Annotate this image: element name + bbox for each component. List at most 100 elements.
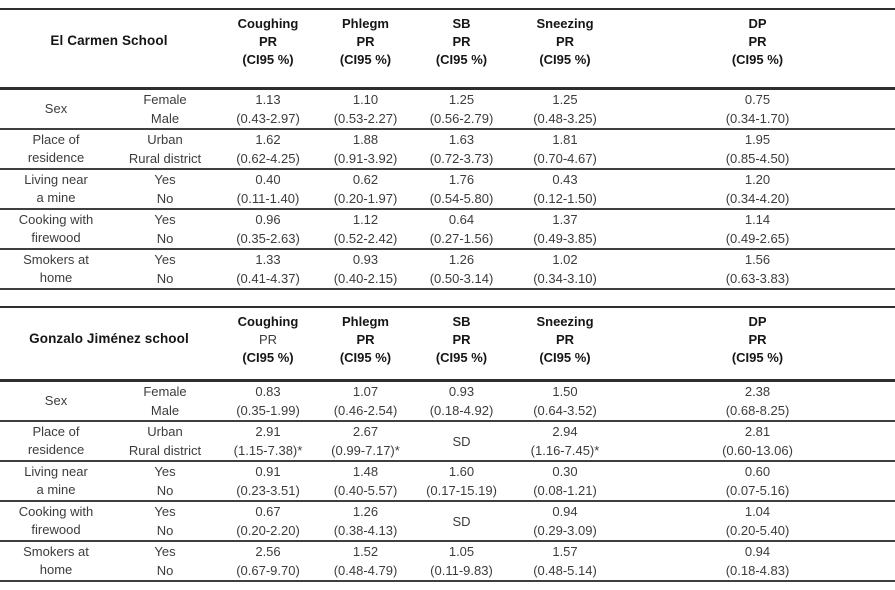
symptom-label: SB — [452, 16, 471, 31]
column-header-sb: SB PR (CI95 %) — [413, 308, 510, 379]
pr-value: 1.56 — [744, 252, 771, 267]
attribute-cell: Smokers at home — [0, 250, 112, 288]
category-line: No — [156, 191, 174, 206]
attribute-line: Living near — [24, 464, 88, 479]
value-cell-sneezing: 0.43 (0.12-1.50) — [510, 170, 620, 208]
ci-value: (0.20-1.97) — [333, 191, 398, 206]
table-row-place-of-residence: Place of residence Urban Rural district 2.91… — [0, 422, 895, 462]
column-header-dp: DP PR (CI95 %) — [620, 308, 895, 379]
pr-value: 0.94 — [552, 504, 578, 519]
symptom-label: Phlegm — [342, 314, 389, 329]
pr-label: PR — [555, 332, 575, 347]
ci-value: (0.41-4.37) — [236, 271, 300, 286]
attribute-line: residence — [27, 442, 85, 457]
category-line: Yes — [154, 252, 176, 267]
value-cell-coughing: 1.62 (0.62-4.25) — [218, 130, 318, 168]
ci-value: (0.46-2.54) — [333, 403, 398, 418]
ci-value: (0.67-9.70) — [236, 563, 300, 578]
value-cell-dp: 1.56 (0.63-3.83) — [620, 250, 895, 288]
attribute-line: home — [39, 562, 73, 577]
category-cell: Yes No — [112, 502, 218, 540]
value-cell-sneezing: 1.37 (0.49-3.85) — [510, 210, 620, 248]
value-cell-dp: 1.20 (0.34-4.20) — [620, 170, 895, 208]
value-cell-sb: 0.93 (0.18-4.92) — [413, 382, 510, 420]
table-row-smokers-at-home: Smokers at home Yes No 2.56 (0.67-9.70) 1.52 (0… — [0, 542, 895, 582]
category-line: Yes — [154, 212, 176, 227]
pr-value: 1.62 — [255, 132, 281, 147]
category-line: Male — [150, 403, 180, 418]
column-header-sb: SB PR (CI95 %) — [413, 10, 510, 87]
pr-value: 1.76 — [448, 172, 475, 187]
category-line: Yes — [154, 464, 176, 479]
category-line: Urban — [147, 132, 183, 147]
ci-label: (CI95 %) — [339, 52, 392, 67]
symptom-label: SB — [452, 314, 471, 329]
value-cell-sb: 1.26 (0.50-3.14) — [413, 250, 510, 288]
value-cell-phlegm: 1.88 (0.91-3.92) — [318, 130, 413, 168]
ci-value: (0.43-2.97) — [236, 111, 300, 126]
ci-value: (0.11-1.40) — [236, 191, 300, 206]
symptom-label: Sneezing — [536, 16, 594, 31]
attribute-line: home — [39, 270, 73, 285]
table-header-row: Gonzalo Jiménez school Coughing PR (CI95 %)… — [0, 308, 895, 382]
value-cell-coughing: 0.67 (0.20-2.20) — [218, 502, 318, 540]
attribute-cell: Place of residence — [0, 130, 112, 168]
pr-value: 2.56 — [255, 544, 281, 559]
category-cell: Female Male — [112, 382, 218, 420]
ci-value: (0.64-3.52) — [533, 403, 597, 418]
value-cell-sb: 1.05 (0.11-9.83) — [413, 542, 510, 580]
category-line: Rural district — [128, 151, 202, 166]
ci-value: (1.15-7.38)* — [233, 443, 303, 458]
pr-value: 1.14 — [744, 212, 771, 227]
pr-value: 0.62 — [352, 172, 379, 187]
pr-label: PR — [356, 34, 375, 49]
ci-value: (0.20-5.40) — [725, 523, 790, 538]
category-cell: Yes No — [112, 250, 218, 288]
value-cell-coughing: 0.83 (0.35-1.99) — [218, 382, 318, 420]
attribute-line: Place of — [32, 424, 80, 439]
value-cell-coughing: 1.13 (0.43-2.97) — [218, 90, 318, 128]
pr-value: 2.67 — [352, 424, 379, 439]
ci-value: (0.52-2.42) — [333, 231, 398, 246]
pr-value: 0.75 — [744, 92, 771, 107]
value-cell-dp: 2.38 (0.68-8.25) — [620, 382, 895, 420]
category-line: Urban — [147, 424, 183, 439]
ci-value: (0.29-3.09) — [533, 523, 597, 538]
ci-label: (CI95 %) — [731, 52, 784, 67]
value-cell-phlegm: 1.52 (0.48-4.79) — [318, 542, 413, 580]
attribute-line: residence — [27, 150, 85, 165]
attribute-cell: Place of residence — [0, 422, 112, 460]
attribute-cell: Sex — [0, 382, 112, 420]
ci-value: (0.62-4.25) — [236, 151, 300, 166]
category-line: Male — [150, 111, 180, 126]
value-cell-phlegm: 0.62 (0.20-1.97) — [318, 170, 413, 208]
pr-value: 0.40 — [255, 172, 281, 187]
attribute-cell: Cooking with firewood — [0, 210, 112, 248]
ci-value: (0.38-4.13) — [333, 523, 398, 538]
category-line: No — [156, 563, 174, 578]
column-header-coughing: Coughing PR (CI95 %) — [218, 308, 318, 379]
ci-value: (0.34-4.20) — [725, 191, 790, 206]
pr-value: 1.63 — [448, 132, 475, 147]
column-header-phlegm: Phlegm PR (CI95 %) — [318, 10, 413, 87]
pr-value: 0.91 — [255, 464, 281, 479]
pr-label: PR — [748, 34, 767, 49]
ci-value: (0.49-3.85) — [533, 231, 597, 246]
value-cell-dp: 0.75 (0.34-1.70) — [620, 90, 895, 128]
ci-value: (0.99-7.17)* — [331, 443, 400, 458]
attribute-cell: Cooking with firewood — [0, 502, 112, 540]
category-cell: Yes No — [112, 170, 218, 208]
table-row-living-near-a-mine: Living near a mine Yes No 0.40 (0.11-1.40) 0.6… — [0, 170, 895, 210]
ci-value: (0.34-3.10) — [533, 271, 597, 286]
pr-value: 1.26 — [448, 252, 475, 267]
value-cell-sb: 0.64 (0.27-1.56) — [413, 210, 510, 248]
ci-value: (0.53-2.27) — [333, 111, 398, 126]
category-line: No — [156, 231, 174, 246]
pr-value: 1.26 — [352, 504, 379, 519]
ci-value: (0.34-1.70) — [725, 111, 790, 126]
pr-label: PR — [258, 34, 278, 49]
ci-value: (0.54-5.80) — [429, 191, 494, 206]
pr-value: 0.30 — [552, 464, 578, 479]
ci-value: (0.18-4.92) — [429, 403, 494, 418]
value-cell-sb: 1.76 (0.54-5.80) — [413, 170, 510, 208]
